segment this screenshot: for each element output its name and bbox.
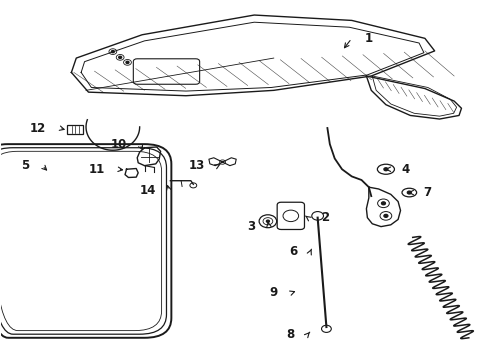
Circle shape	[119, 56, 122, 58]
Circle shape	[383, 215, 387, 217]
Text: 6: 6	[288, 245, 297, 258]
Text: 8: 8	[286, 328, 294, 341]
Text: 5: 5	[20, 159, 29, 172]
Circle shape	[111, 50, 114, 53]
Circle shape	[126, 61, 129, 63]
Text: 13: 13	[188, 159, 204, 172]
Text: 12: 12	[30, 122, 46, 135]
Text: 10: 10	[110, 138, 126, 150]
Text: 7: 7	[423, 186, 431, 199]
Text: 1: 1	[364, 32, 372, 45]
Text: 14: 14	[139, 184, 156, 197]
FancyBboxPatch shape	[67, 126, 82, 134]
Text: 11: 11	[88, 163, 104, 176]
Text: 3: 3	[247, 220, 255, 233]
Circle shape	[266, 220, 269, 222]
Text: 2: 2	[321, 211, 328, 224]
Circle shape	[407, 191, 410, 194]
Circle shape	[381, 202, 385, 205]
Circle shape	[383, 168, 387, 171]
Text: 9: 9	[269, 287, 277, 300]
Text: 4: 4	[401, 163, 409, 176]
